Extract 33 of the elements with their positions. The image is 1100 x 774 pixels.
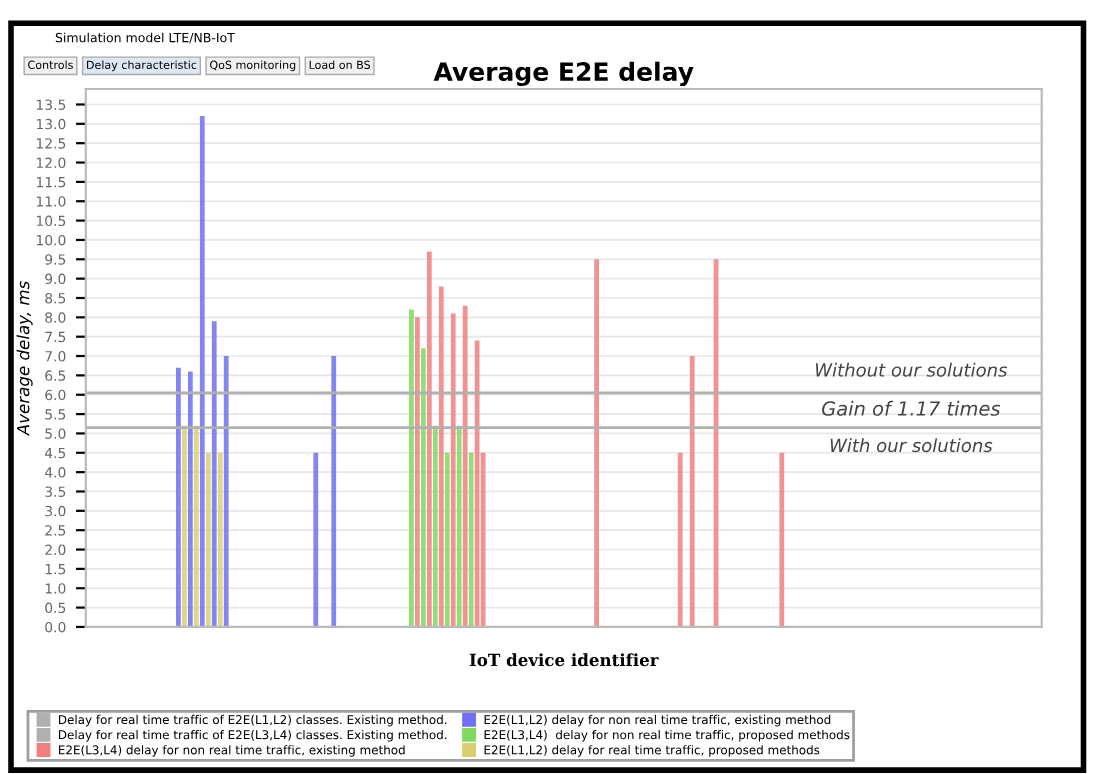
bar [331, 356, 337, 627]
bar [187, 371, 193, 627]
bar [217, 452, 223, 627]
bar [426, 251, 432, 627]
bar [432, 425, 438, 627]
bar [468, 452, 474, 627]
y-axis-title: Average delay, ms [16, 281, 33, 437]
bar [594, 259, 599, 627]
bar [677, 452, 683, 627]
bar [409, 309, 414, 627]
annotation: Without our solutions [815, 362, 1008, 377]
bar [456, 425, 462, 627]
bar [779, 452, 785, 627]
bar [414, 317, 420, 627]
x-axis-title: IoT device identifier [469, 653, 659, 667]
annotation: Gain of 1.17 times [822, 400, 1001, 416]
bar [205, 452, 211, 627]
bar [223, 356, 229, 627]
annotation: With our solutions [830, 438, 993, 453]
bar [462, 305, 468, 627]
bar [438, 286, 444, 627]
bar [313, 452, 319, 627]
bar [689, 356, 695, 627]
bar [181, 425, 187, 627]
bar [450, 313, 456, 627]
bar [176, 367, 181, 627]
bar [444, 452, 450, 627]
bar [211, 321, 217, 627]
bar [474, 340, 480, 627]
bar [199, 116, 205, 627]
bar [193, 425, 199, 627]
chart-title: Average E2E delay [433, 61, 694, 87]
bar [420, 348, 426, 627]
